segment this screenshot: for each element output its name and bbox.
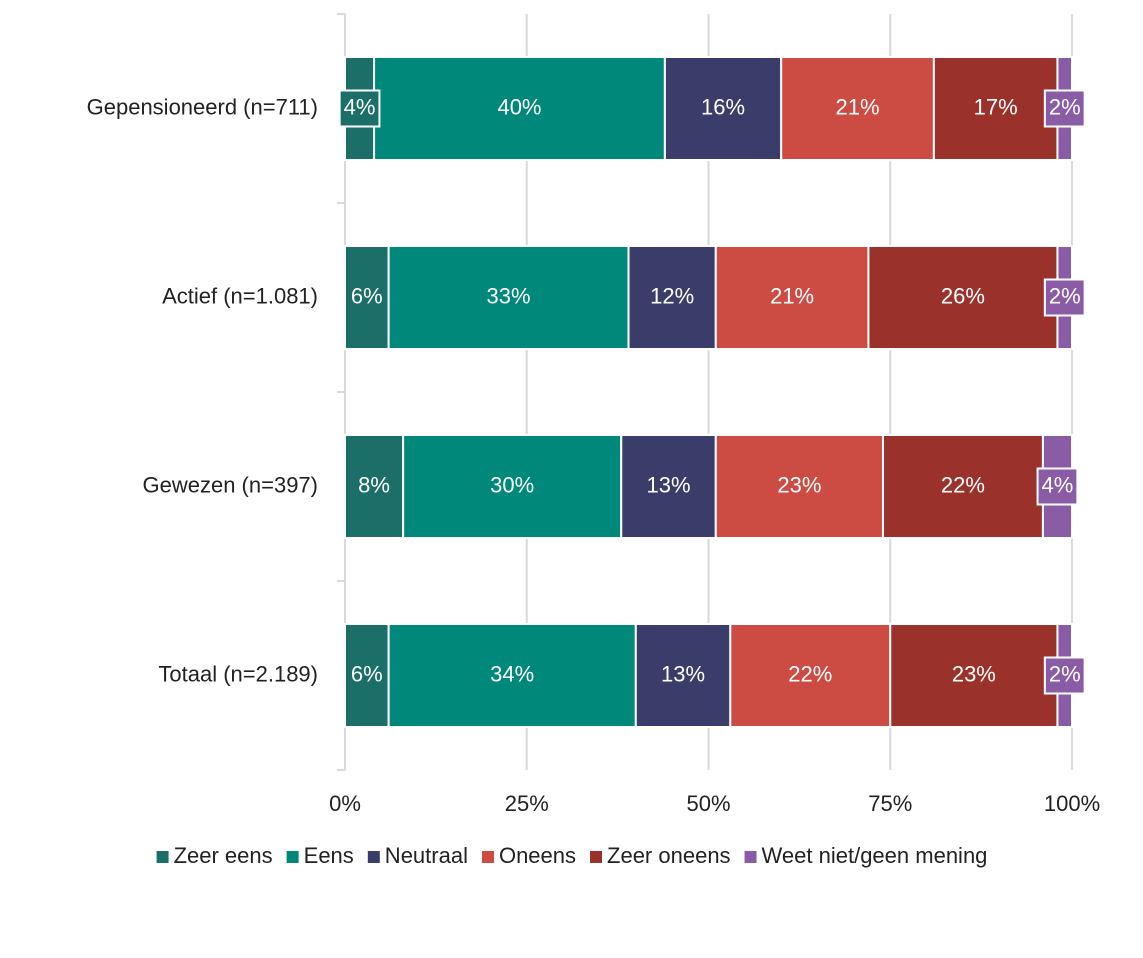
- data-label-box: [1036, 467, 1079, 506]
- legend-label: Neutraal: [385, 843, 468, 868]
- data-label: 26%: [941, 283, 985, 308]
- bar-segment: [387, 245, 630, 350]
- x-tick-label: 75%: [868, 791, 912, 816]
- bar-segment: [634, 623, 732, 728]
- x-tick-label: 25%: [505, 791, 549, 816]
- y-tick-label: Gepensioneerd (n=711): [87, 94, 318, 119]
- bar-segment: [932, 56, 1059, 161]
- data-label-group: 40%: [497, 94, 541, 119]
- data-label: 17%: [974, 94, 1018, 119]
- data-label-box: [1043, 656, 1086, 695]
- x-tick-label: 50%: [686, 791, 730, 816]
- data-label-group: 2%: [1043, 278, 1086, 317]
- data-label: 6%: [351, 661, 383, 686]
- data-label-group: 30%: [490, 472, 534, 497]
- data-label-group: 26%: [941, 283, 985, 308]
- data-label-group: 17%: [974, 94, 1018, 119]
- data-label-group: 16%: [701, 94, 745, 119]
- data-label-group: 21%: [770, 283, 814, 308]
- data-label-group: 21%: [836, 94, 880, 119]
- data-label-group: 4%: [1036, 467, 1079, 506]
- bar-segment: [344, 623, 390, 728]
- data-label: 13%: [646, 472, 690, 497]
- legend-swatch: [590, 851, 603, 863]
- data-label-group: 2%: [1043, 89, 1086, 128]
- data-label: 22%: [788, 661, 832, 686]
- data-label: 21%: [836, 94, 880, 119]
- bar-segment: [627, 245, 717, 350]
- data-label-group: 13%: [646, 472, 690, 497]
- bar-segment: [780, 56, 935, 161]
- legend-label: Oneens: [499, 843, 576, 868]
- data-label: 2%: [1049, 661, 1081, 686]
- data-label: 6%: [351, 283, 383, 308]
- x-tick-label: 100%: [1044, 791, 1100, 816]
- bar-segment: [402, 434, 623, 539]
- data-label: 4%: [344, 94, 376, 119]
- data-label-group: 22%: [941, 472, 985, 497]
- data-label: 40%: [497, 94, 541, 119]
- legend-swatch: [367, 851, 380, 863]
- data-label: 2%: [1049, 283, 1081, 308]
- data-label-group: 34%: [490, 661, 534, 686]
- data-label: 22%: [941, 472, 985, 497]
- data-label: 8%: [358, 472, 390, 497]
- legend: Zeer eens Eens Neutraal Oneens Zeer oneens We…: [156, 843, 988, 868]
- data-label-group: 8%: [358, 472, 390, 497]
- data-label-group: 33%: [487, 283, 531, 308]
- x-tick-label: 0%: [329, 791, 361, 816]
- data-label-box: [1043, 278, 1086, 317]
- legend-label: Zeer oneens: [607, 843, 731, 868]
- legend-label: Zeer eens: [174, 843, 273, 868]
- bar-segment: [881, 434, 1044, 539]
- data-label: 33%: [487, 283, 531, 308]
- data-label-group: 23%: [952, 661, 996, 686]
- data-label: 23%: [777, 472, 821, 497]
- data-label: 23%: [952, 661, 996, 686]
- bar-segment: [663, 56, 783, 161]
- data-label: 16%: [701, 94, 745, 119]
- legend-swatch: [156, 851, 169, 863]
- legend-label: Weet niet/geen mening: [762, 843, 988, 868]
- legend-label: Eens: [304, 843, 354, 868]
- data-label-group: 12%: [650, 283, 694, 308]
- data-label-group: 6%: [351, 283, 383, 308]
- data-label: 2%: [1049, 94, 1081, 119]
- y-tick-label: Totaal (n=2.189): [158, 661, 318, 686]
- data-label: 12%: [650, 283, 694, 308]
- legend-swatch: [744, 851, 757, 863]
- bar-segment: [714, 245, 870, 350]
- data-label: 13%: [661, 661, 705, 686]
- y-tick-label: Actief (n=1.081): [162, 283, 318, 308]
- y-tick-label: Gewezen (n=397): [143, 472, 319, 497]
- data-label-box: [1043, 89, 1086, 128]
- data-label-group: 13%: [661, 661, 705, 686]
- legend-swatch: [481, 851, 494, 863]
- data-label-group: 4%: [338, 89, 381, 128]
- bar-segment: [387, 623, 637, 728]
- data-label: 21%: [770, 283, 814, 308]
- bar-segment: [344, 434, 405, 539]
- bar-segment: [620, 434, 717, 539]
- data-label-box: [338, 89, 381, 128]
- legend-swatch: [286, 851, 299, 863]
- data-label: 34%: [490, 661, 534, 686]
- data-label-group: 22%: [788, 661, 832, 686]
- data-label-group: 2%: [1043, 656, 1086, 695]
- data-label-group: 6%: [351, 661, 383, 686]
- data-label: 4%: [1042, 472, 1074, 497]
- data-label-group: 23%: [777, 472, 821, 497]
- data-label: 30%: [490, 472, 534, 497]
- bar-segment: [714, 434, 884, 539]
